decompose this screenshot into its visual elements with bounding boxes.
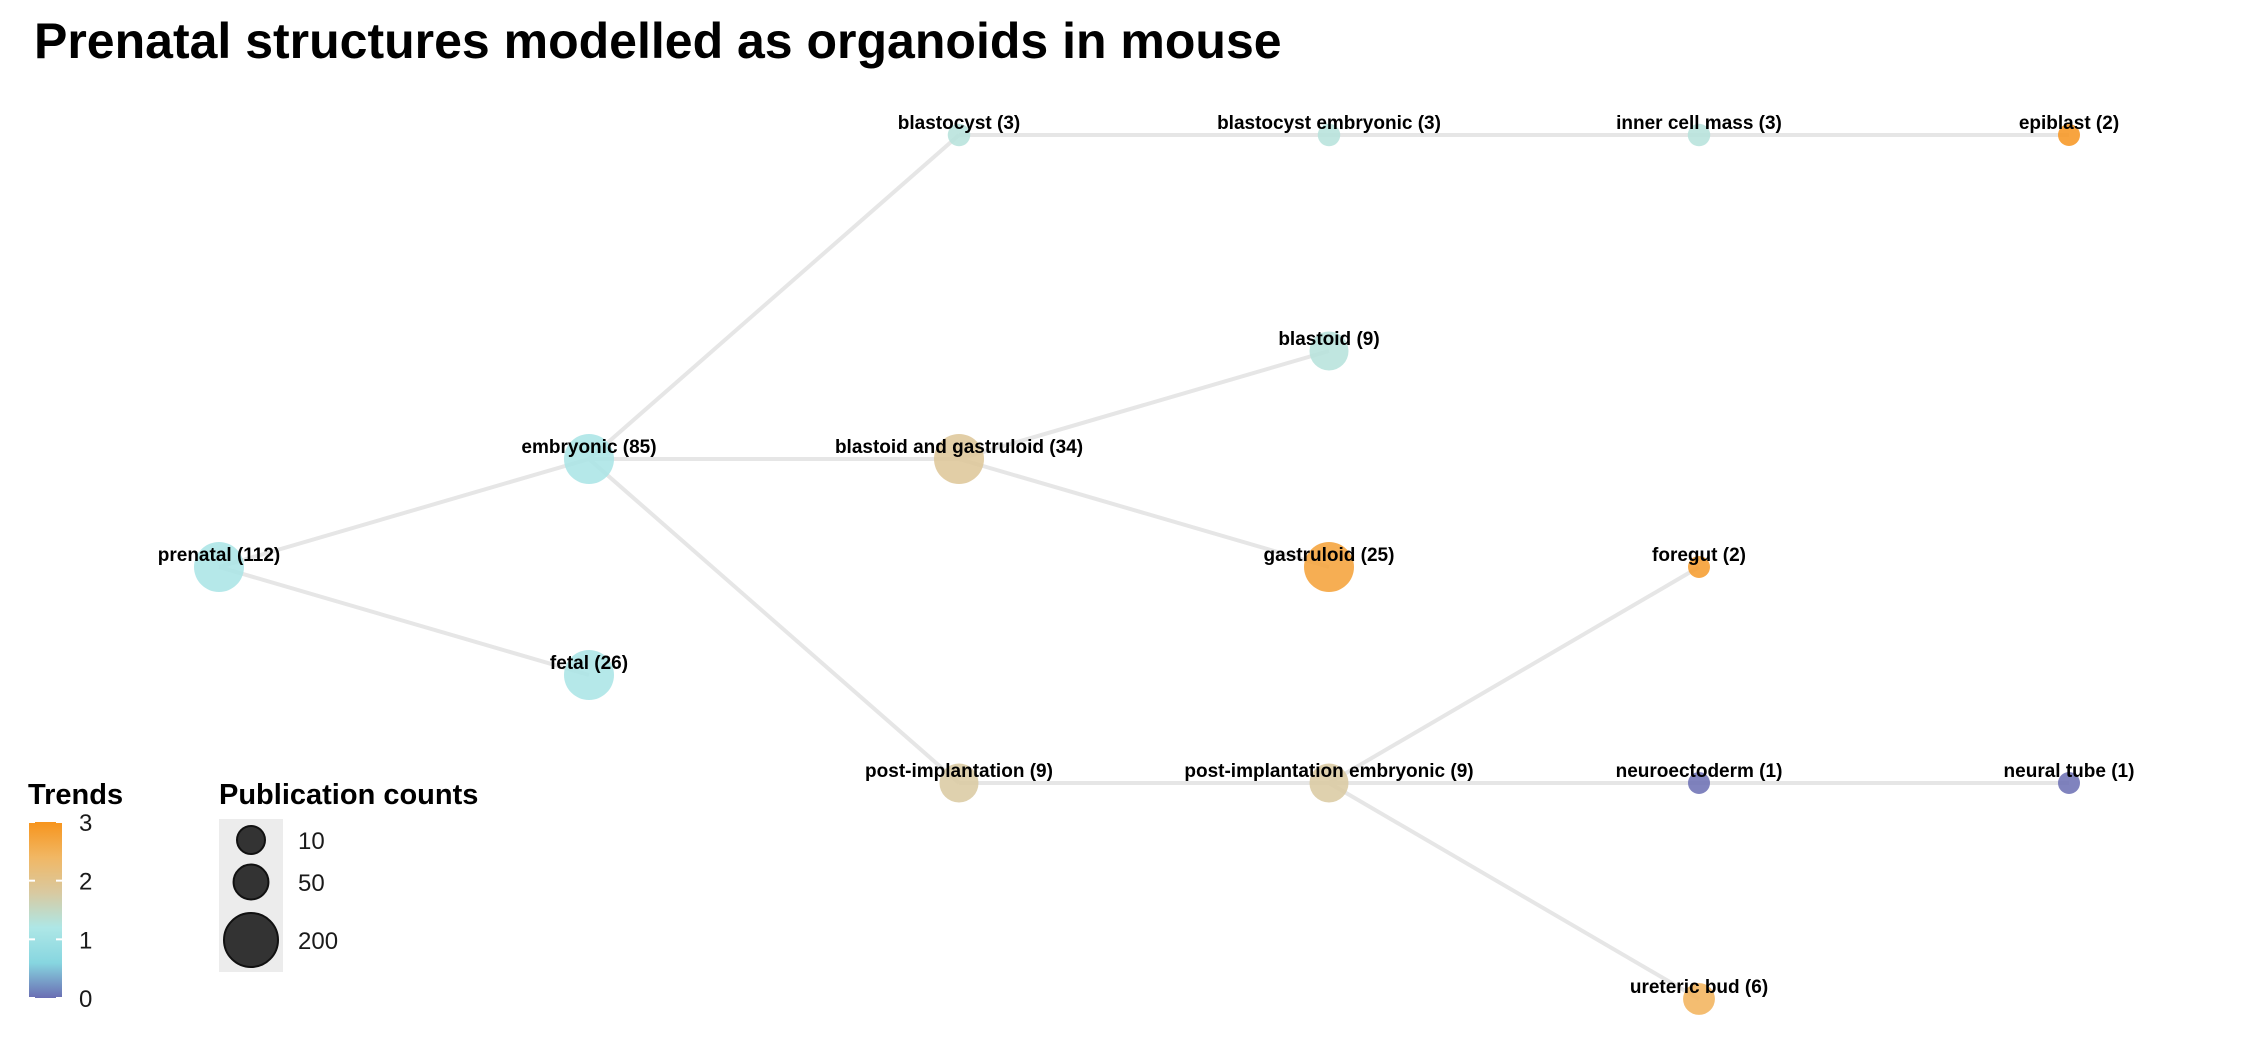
trends-tick-label: 2: [79, 869, 92, 896]
edges-layer: [218, 133, 2069, 1001]
nodes-layer: [194, 123, 2080, 1015]
publication-count-key-label: 50: [298, 870, 325, 897]
edge-prenatal-to-fetal: [218, 565, 590, 677]
node-blastocyst_embryonic[interactable]: [1317, 123, 1341, 147]
edge-embryonic-to-post_implantation: [587, 457, 961, 785]
node-label-epiblast: epiblast (2): [2019, 113, 2119, 134]
node-neuroectoderm[interactable]: [1688, 772, 1710, 794]
node-ureteric_bud[interactable]: [1683, 983, 1715, 1015]
node-label-neural_tube: neural tube (1): [2004, 761, 2135, 782]
trends-tick-label: 1: [79, 927, 92, 954]
node-label-blastocyst_embryonic: blastocyst embryonic (3): [1217, 113, 1441, 134]
node-post_implantation_embryonic[interactable]: [1309, 763, 1349, 803]
node-label-post_implantation_embryonic: post-implantation embryonic (9): [1184, 761, 1473, 782]
edge-blastoid_gastruloid-to-blastoid: [958, 349, 1330, 461]
node-label-embryonic: embryonic (85): [521, 437, 656, 458]
publication-counts-items: 10 50 200: [223, 825, 338, 968]
node-label-blastocyst: blastocyst (3): [898, 113, 1020, 134]
labels-layer: prenatal (112) embryonic (85) fetal (26) bl…: [158, 113, 2135, 998]
node-embryonic[interactable]: [564, 434, 614, 484]
node-prenatal[interactable]: [194, 542, 244, 592]
node-label-inner_cell_mass: inner cell mass (3): [1616, 113, 1782, 134]
publication-count-key-label: 200: [298, 928, 338, 955]
node-label-post_implantation: post-implantation (9): [865, 761, 1053, 782]
node-gastruloid[interactable]: [1304, 542, 1354, 592]
node-label-fetal: fetal (26): [550, 653, 628, 674]
node-blastoid[interactable]: [1309, 331, 1349, 371]
node-foregut[interactable]: [1688, 556, 1710, 578]
trends-tick-label: 0: [79, 986, 92, 1013]
publication-count-key-circle: [232, 863, 270, 901]
chart-title: Prenatal structures modelled as organoid…: [34, 13, 1282, 69]
node-epiblast[interactable]: [2058, 124, 2080, 146]
node-inner_cell_mass[interactable]: [1687, 123, 1711, 147]
node-blastocyst[interactable]: [947, 123, 971, 147]
node-label-foregut: foregut (2): [1652, 545, 1746, 566]
edge-blastoid_gastruloid-to-gastruloid: [958, 457, 1330, 569]
edge-post_implantation_embryonic-to-foregut: [1327, 565, 1701, 785]
trends-ticks: 3 2 1 0: [29, 810, 92, 1013]
edge-embryonic-to-blastocyst: [587, 133, 961, 461]
trends-legend-title: Trends: [28, 779, 123, 811]
publication-counts-legend-title: Publication counts: [219, 779, 478, 811]
node-blastoid_gastruloid[interactable]: [934, 434, 984, 484]
node-label-gastruloid: gastruloid (25): [1264, 545, 1395, 566]
trends-tick-label: 3: [79, 810, 92, 837]
publication-count-key-circle: [236, 825, 266, 855]
trends-legend: Trends 3 2 1 0: [28, 779, 123, 1013]
node-post_implantation[interactable]: [939, 763, 979, 803]
publication-counts-legend: Publication counts 10 50 200: [219, 779, 478, 972]
node-label-blastoid: blastoid (9): [1278, 329, 1379, 350]
publication-count-key-label: 10: [298, 828, 325, 855]
node-label-ureteric_bud: ureteric bud (6): [1630, 977, 1768, 998]
node-label-blastoid_gastruloid: blastoid and gastruloid (34): [835, 437, 1083, 458]
node-neural_tube[interactable]: [2058, 772, 2080, 794]
node-label-neuroectoderm: neuroectoderm (1): [1616, 761, 1783, 782]
node-label-prenatal: prenatal (112): [158, 545, 281, 566]
trends-colorbar: [29, 822, 62, 998]
edge-post_implantation_embryonic-to-ureteric_bud: [1327, 781, 1701, 1001]
node-fetal[interactable]: [564, 650, 614, 700]
edge-prenatal-to-embryonic: [218, 457, 590, 569]
publication-count-key-circle: [223, 912, 279, 968]
